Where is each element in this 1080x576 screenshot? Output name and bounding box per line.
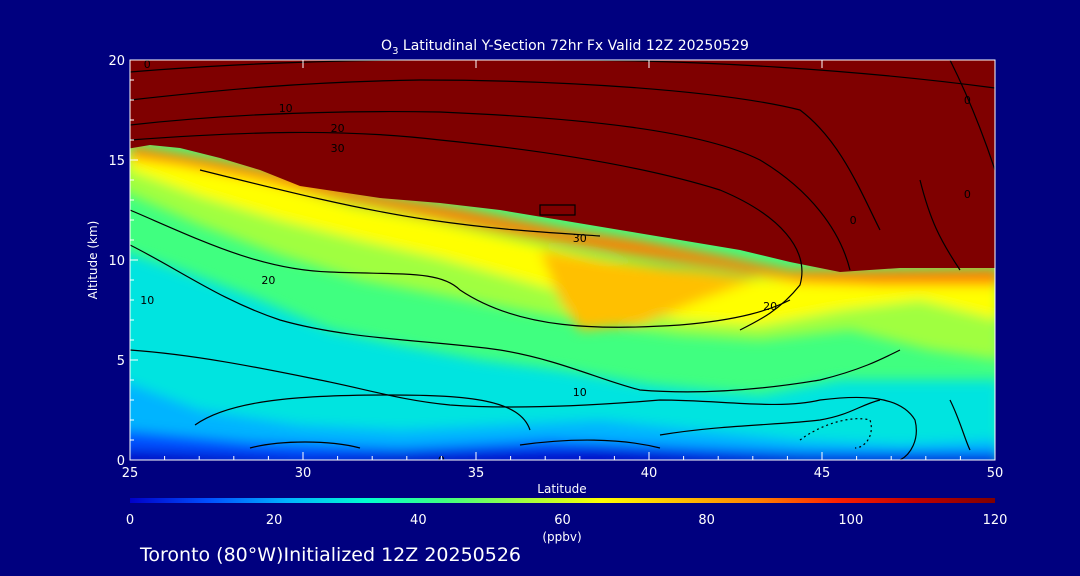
contour-label: 30 bbox=[573, 232, 587, 245]
contour-line bbox=[249, 441, 361, 449]
y-tick-label: 15 bbox=[108, 154, 125, 169]
contour-line bbox=[130, 60, 995, 89]
colorbar-tick-label: 100 bbox=[838, 513, 863, 528]
footer-caption: Toronto (80°W)Initialized 12Z 20250526 bbox=[139, 544, 521, 566]
colorbar-tick-label: 40 bbox=[410, 513, 427, 528]
band-dark-orange bbox=[130, 145, 995, 285]
contour-line bbox=[659, 399, 881, 436]
contour-label: 20 bbox=[331, 122, 345, 135]
chart-title: O3 Latitudinal Y-Section 72hr Fx Valid 1… bbox=[381, 38, 749, 57]
contour-line bbox=[199, 169, 601, 237]
contour-label: 10 bbox=[573, 386, 587, 399]
contour-label: 0 bbox=[850, 214, 857, 227]
contour-line bbox=[130, 349, 917, 460]
x-tick-label: 25 bbox=[122, 466, 139, 481]
contour-line bbox=[130, 79, 881, 231]
contour-line bbox=[919, 179, 961, 271]
x-tick-label: 30 bbox=[295, 466, 312, 481]
y-axis-ticks: 0 5 10 15 20 bbox=[108, 54, 138, 469]
colorbar bbox=[130, 498, 995, 503]
contour-line bbox=[949, 399, 971, 451]
contour-label: 20 bbox=[261, 274, 275, 287]
colorbar-tick-label: 80 bbox=[698, 513, 715, 528]
contour-line bbox=[130, 131, 803, 331]
contour-line bbox=[539, 204, 576, 216]
contour-label: 0 bbox=[964, 188, 971, 201]
band-dark-red bbox=[130, 60, 995, 272]
colorbar-label: (ppbv) bbox=[542, 530, 581, 544]
contour-label: 0 bbox=[964, 94, 971, 107]
contour-label: 30 bbox=[331, 142, 345, 155]
chart-title-main: O bbox=[381, 38, 392, 54]
x-tick-label: 45 bbox=[814, 466, 831, 481]
x-axis-label: Latitude bbox=[537, 482, 586, 496]
colorbar-tick-label: 120 bbox=[983, 513, 1008, 528]
contour-label: 10 bbox=[140, 294, 154, 307]
y-tick-label: 10 bbox=[108, 254, 125, 269]
y-tick-label: 5 bbox=[117, 354, 125, 369]
colorbar-tick-label: 20 bbox=[266, 513, 283, 528]
contour-line-dotted bbox=[799, 418, 872, 449]
contour-label: 0 bbox=[144, 58, 151, 71]
band-sky bbox=[130, 383, 995, 460]
band-blue bbox=[130, 430, 995, 460]
concentration-fill bbox=[130, 145, 995, 460]
y-axis-label: Altitude (km) bbox=[86, 221, 100, 300]
contour-line bbox=[130, 209, 791, 328]
x-tick-label: 35 bbox=[468, 466, 485, 481]
contour-line bbox=[194, 394, 531, 431]
y-tick-label: 0 bbox=[117, 454, 125, 469]
x-axis-ticks: 25 30 35 40 45 50 bbox=[122, 60, 1004, 481]
colorbar-tick-label: 60 bbox=[554, 513, 571, 528]
x-tick-label: 50 bbox=[987, 466, 1004, 481]
contour-line bbox=[519, 439, 661, 449]
contour-line bbox=[130, 110, 851, 271]
band-orange bbox=[540, 250, 760, 330]
colorbar-tick-label: 0 bbox=[126, 513, 134, 528]
x-tick-label: 40 bbox=[641, 466, 658, 481]
band-deep-blue bbox=[130, 450, 995, 460]
contour-label: 20 bbox=[763, 300, 777, 313]
contour-line bbox=[949, 60, 995, 171]
band-yellow bbox=[130, 148, 995, 325]
contour-lines bbox=[130, 60, 995, 460]
chart-title-rest: Latitudinal Y-Section 72hr Fx Valid 12Z … bbox=[398, 38, 749, 54]
contour-label: 10 bbox=[279, 102, 293, 115]
y-tick-label: 20 bbox=[108, 54, 125, 69]
band-cyan bbox=[130, 253, 995, 460]
contour-line bbox=[130, 244, 901, 393]
chart-title-subscript: 3 bbox=[392, 46, 398, 57]
colorbar-ticks: 0 20 40 60 80 100 120 bbox=[126, 513, 1008, 528]
